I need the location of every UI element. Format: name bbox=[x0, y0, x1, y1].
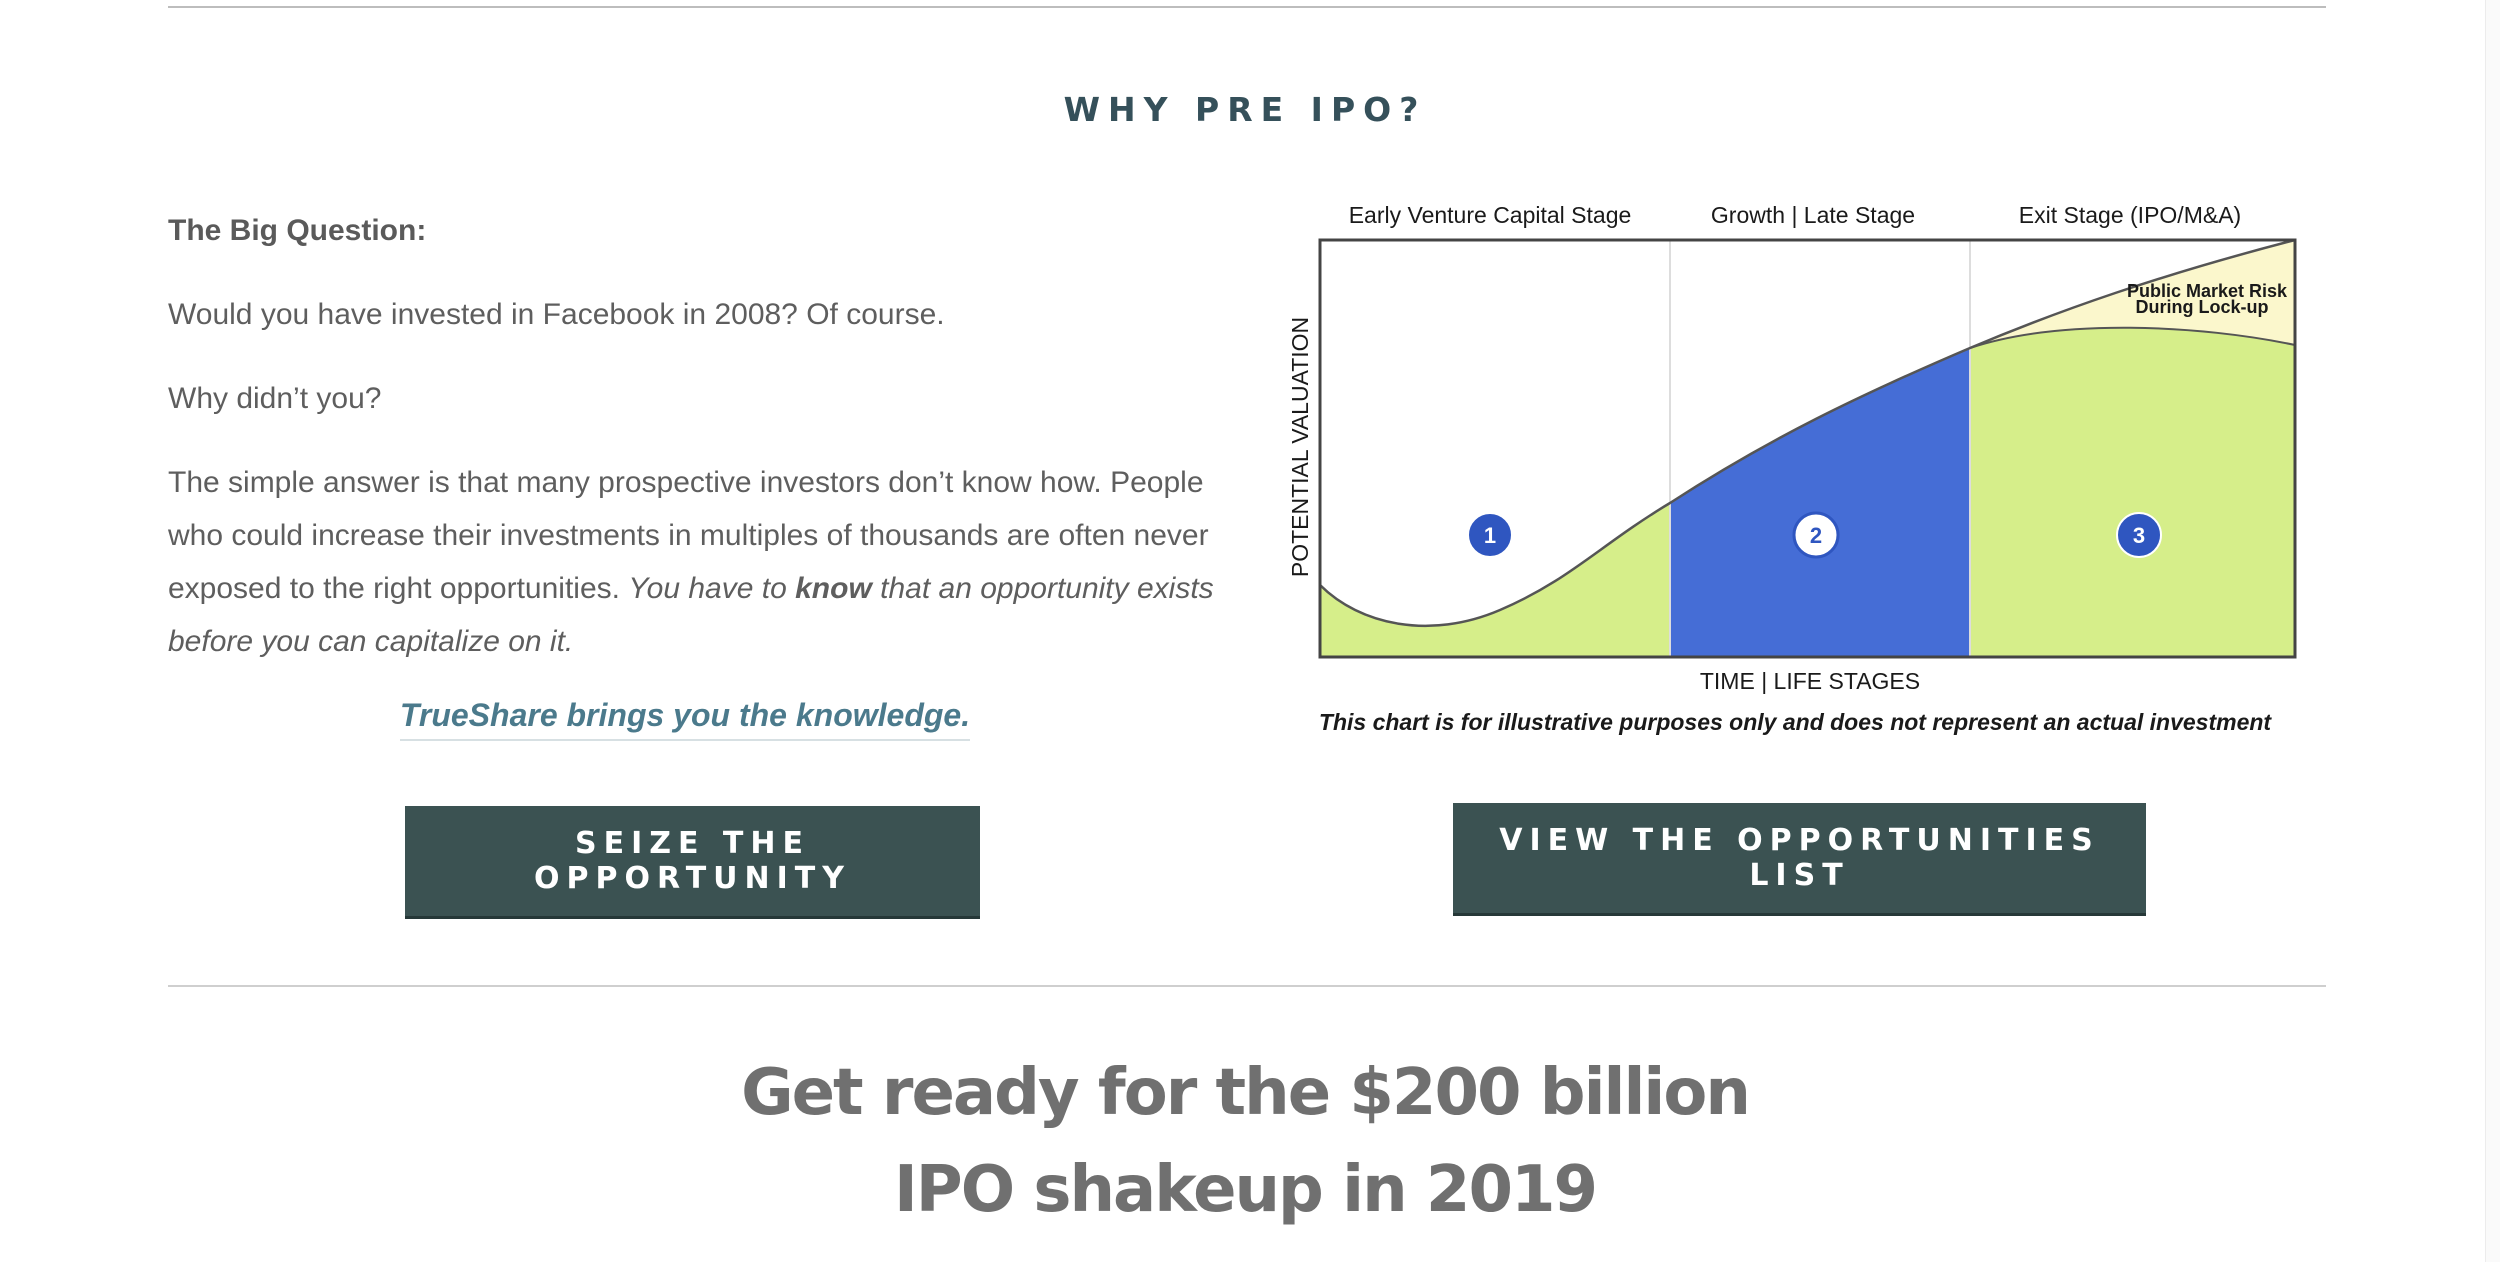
emphasis-post: that an opportunity exists before you ca… bbox=[168, 572, 1214, 658]
valuation-chart-svg: Early Venture Capital Stage Growth | Lat… bbox=[1287, 202, 2297, 735]
exit-lockup-risk-area bbox=[1970, 240, 2295, 348]
seize-opportunity-button[interactable]: SEIZE THE OPPORTUNITY bbox=[405, 806, 980, 916]
stage-marker-2 bbox=[1792, 511, 1840, 559]
big-question-heading: The Big Question: bbox=[168, 214, 427, 247]
y-axis-label: POTENTIAL VALUATION bbox=[1287, 317, 1313, 577]
why-question: Why didn’t you? bbox=[168, 382, 382, 415]
headline-line1: Get ready for the $200 billion bbox=[741, 1056, 1751, 1130]
valuation-curve bbox=[1319, 238, 2296, 627]
lockup-floor-curve bbox=[1969, 326, 2296, 349]
x-axis-label: TIME | LIFE STAGES bbox=[1700, 668, 1920, 694]
growth-stage-area bbox=[1670, 348, 1970, 657]
stage-label-exit: Exit Stage (IPO/M&A) bbox=[2019, 202, 2241, 228]
section-divider bbox=[168, 985, 2326, 987]
page-scroll-edge bbox=[2485, 0, 2500, 1262]
stage-marker-1 bbox=[1467, 512, 1513, 558]
stage-label-early: Early Venture Capital Stage bbox=[1349, 202, 1632, 228]
trueshare-link[interactable]: TrueShare brings you the knowledge. bbox=[399, 697, 971, 741]
emphasis-pre: You have to bbox=[628, 572, 796, 605]
stage-marker-3 bbox=[2116, 512, 2162, 558]
chart-disclaimer: This chart is for illustrative purposes … bbox=[1319, 709, 2273, 735]
trueshare-tagline: TrueShare brings you the knowledge. bbox=[0, 697, 1370, 741]
headline-line2: IPO shakeup in 2019 bbox=[893, 1153, 1598, 1227]
early-stage-area bbox=[1320, 503, 1670, 657]
explanation-paragraph: The simple answer is that many prospecti… bbox=[168, 456, 1233, 668]
stage-label-growth: Growth | Late Stage bbox=[1711, 202, 1915, 228]
chart-frame bbox=[1318, 238, 2297, 659]
stage-marker-1-label: 1 bbox=[1484, 523, 1496, 548]
top-divider bbox=[168, 6, 2326, 8]
intro-text: The Big Question: Would you have investe… bbox=[168, 204, 1233, 699]
stage-marker-2-label: 2 bbox=[1810, 523, 1822, 548]
section-title: WHY PRE IPO? bbox=[1063, 90, 1427, 129]
stage-marker-3-label: 3 bbox=[2133, 523, 2145, 548]
lockup-annotation-line2: During Lock-up bbox=[2136, 297, 2269, 317]
valuation-chart: Early Venture Capital Stage Growth | Lat… bbox=[1280, 190, 2315, 750]
exit-stage-area bbox=[1970, 327, 2295, 657]
explanation-emphasis: You have to know that an opportunity exi… bbox=[168, 572, 1214, 658]
emphasis-know: know bbox=[795, 572, 872, 605]
explanation-text: The simple answer is that many prospecti… bbox=[168, 466, 1209, 605]
ipo-headline: Get ready for the $200 billion IPO shake… bbox=[0, 1045, 2490, 1239]
facebook-question: Would you have invested in Facebook in 2… bbox=[168, 298, 945, 331]
view-opportunities-list-button[interactable]: VIEW THE OPPORTUNITIES LIST bbox=[1453, 803, 2146, 913]
lockup-annotation-line1: Public Market Risk bbox=[2127, 281, 2288, 301]
